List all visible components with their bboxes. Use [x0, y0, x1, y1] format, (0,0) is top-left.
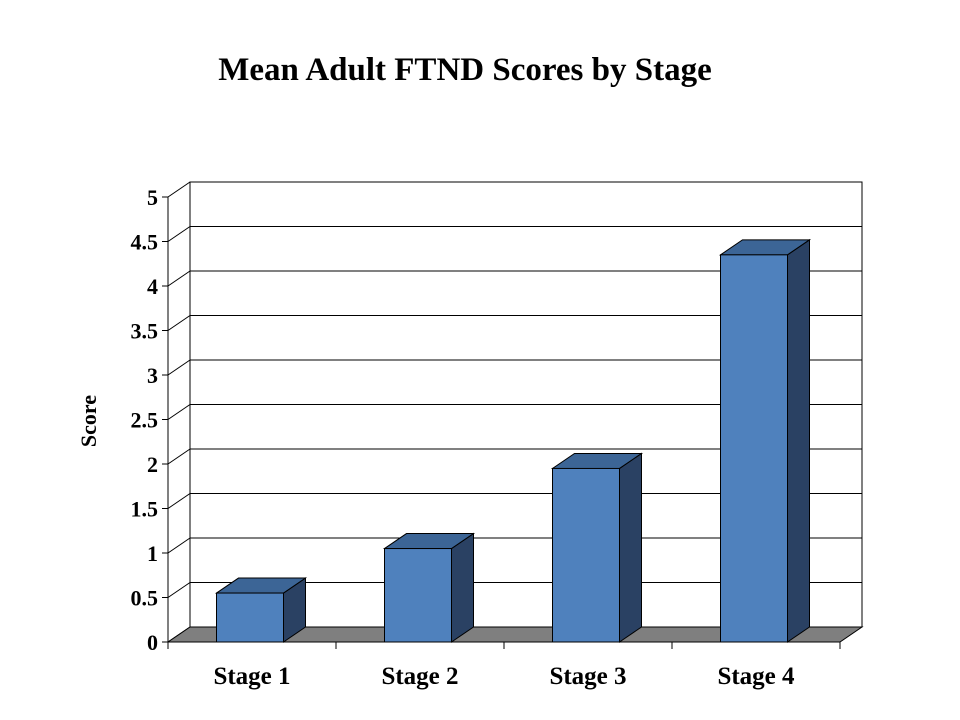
- side-gridline: [167, 448, 191, 465]
- y-tick-label: 1: [147, 541, 158, 566]
- x-tick-labels: Stage 1 Stage 2 Stage 3 Stage 4: [213, 663, 795, 690]
- y-tick-label: 0: [147, 630, 158, 655]
- y-tick-label: 3: [147, 363, 158, 388]
- y-tick-label: 0.5: [131, 586, 159, 611]
- bar-side: [787, 238, 810, 643]
- bar: [384, 548, 452, 643]
- bar: [720, 254, 788, 643]
- y-tick-label: 1.5: [131, 497, 159, 522]
- side-gridline: [167, 359, 191, 376]
- bar: [552, 467, 620, 643]
- side-gridline: [167, 404, 191, 420]
- chart-title: Mean Adult FTND Scores by Stage: [218, 52, 712, 88]
- bar-side: [451, 532, 474, 643]
- y-tick-label: 2: [147, 452, 158, 477]
- y-tick-label: 3.5: [131, 319, 159, 344]
- x-tick-label: Stage 4: [717, 663, 795, 690]
- x-tick-label: Stage 1: [213, 663, 290, 690]
- bar: [216, 592, 284, 643]
- side-gridline: [167, 181, 191, 198]
- side-gridline: [167, 537, 191, 554]
- x-tick-label: Stage 3: [549, 663, 626, 690]
- y-axis-title: Score: [76, 395, 101, 447]
- bars: [214, 238, 812, 643]
- y-tick-label: 4: [147, 274, 158, 299]
- y-tick-label: 5: [147, 185, 158, 210]
- y-tick-label: 2.5: [131, 408, 159, 433]
- side-gridline: [167, 315, 191, 331]
- side-gridline: [167, 226, 191, 242]
- side-gridline: [167, 270, 191, 287]
- side-gridline: [167, 493, 191, 509]
- side-gridline: [167, 582, 191, 598]
- bar-side: [619, 452, 642, 643]
- x-tick-label: Stage 2: [381, 663, 458, 690]
- y-tick-labels: 0 0.5 1 1.5 2 2.5 3 3.5 4 4.5 5: [131, 185, 159, 655]
- y-tick-label: 4.5: [131, 230, 159, 255]
